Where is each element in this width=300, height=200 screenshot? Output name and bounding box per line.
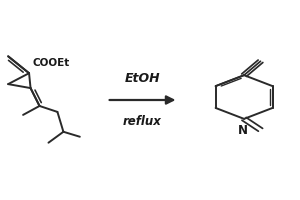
Text: EtOH: EtOH bbox=[125, 72, 160, 85]
Text: N: N bbox=[238, 124, 248, 137]
Text: COOEt: COOEt bbox=[32, 58, 69, 68]
Text: reflux: reflux bbox=[123, 115, 162, 128]
